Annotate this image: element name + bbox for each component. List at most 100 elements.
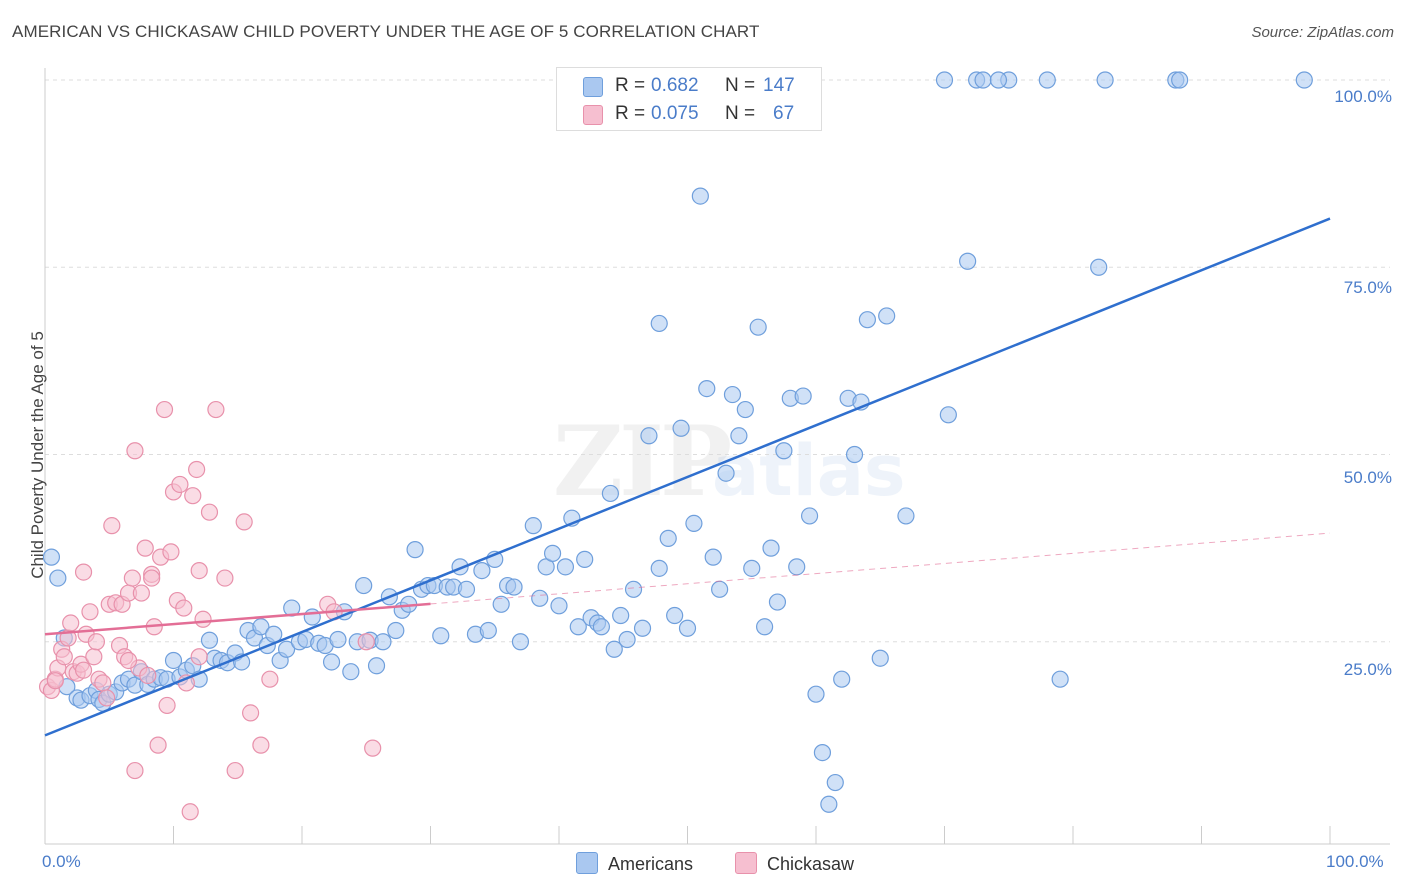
americans-point-82 <box>576 550 594 568</box>
americans-point-136 <box>974 71 992 89</box>
americans-point-141 <box>989 71 1008 89</box>
americans-point-131 <box>1051 670 1069 688</box>
americans-point-119 <box>820 795 838 813</box>
americans-point-105 <box>730 427 748 445</box>
americans-point-110 <box>762 539 780 557</box>
americans-point-103 <box>717 464 735 482</box>
chickasaw-r-value: 0.075 <box>651 103 699 124</box>
americans-point-91 <box>633 619 652 637</box>
y-tick-75: 75.0% <box>1343 278 1392 297</box>
americans-point-51 <box>367 657 386 675</box>
americans-point-33 <box>252 618 270 636</box>
americans-point-57 <box>406 541 424 559</box>
chickasaw-point-14 <box>85 648 103 666</box>
americans-point-109 <box>755 618 774 636</box>
chart-source: Source: ZipAtlas.com <box>1251 24 1394 41</box>
americans-point-112 <box>775 442 793 460</box>
americans-point-20 <box>164 651 183 670</box>
americans-point-37 <box>277 640 296 658</box>
chickasaw-swatch <box>583 105 603 125</box>
americans-point-130 <box>959 252 977 270</box>
chickasaw-point-47 <box>190 561 208 580</box>
americans-point-116 <box>800 507 819 525</box>
chickasaw-point-61 <box>126 442 144 460</box>
chart-title: AMERICAN VS CHICKASAW CHILD POVERTY UNDE… <box>12 22 760 41</box>
chickasaw-point-64 <box>119 651 138 670</box>
americans-point-117 <box>807 685 825 703</box>
americans-point-140 <box>1171 71 1189 89</box>
americans-point-90 <box>624 580 643 598</box>
x-tick-100: 100.0% <box>1326 852 1384 871</box>
chickasaw-point-15 <box>87 633 106 651</box>
americans-point-78 <box>550 597 568 615</box>
chickasaw-point-44 <box>181 803 199 821</box>
americans-point-121 <box>833 670 851 688</box>
chickasaw-point-51 <box>216 569 234 587</box>
americans-point-94 <box>659 529 677 547</box>
americans-point-125 <box>858 311 877 329</box>
stats-row-americans: R = 0.682 N = 147 <box>557 71 821 101</box>
americans-point-139 <box>1096 71 1114 89</box>
chickasaw-point-60 <box>364 739 382 757</box>
y-tick-25: 25.0% <box>1343 660 1392 679</box>
americans-point-120 <box>826 773 844 792</box>
americans-point-104 <box>723 385 742 404</box>
americans-point-65 <box>457 580 476 598</box>
americans-point-77 <box>543 544 562 562</box>
americans-point-101 <box>704 548 722 566</box>
americans-point-114 <box>788 558 806 576</box>
americans-point-44 <box>322 653 341 671</box>
americans-point-70 <box>492 595 510 613</box>
americans-point-123 <box>845 445 864 464</box>
americans-point-47 <box>342 663 360 681</box>
americans-point-74 <box>524 517 542 535</box>
americans-r-value: 0.682 <box>651 75 699 96</box>
americans-point-100 <box>698 379 716 398</box>
chickasaw-point-59 <box>357 633 375 651</box>
americans-point-99 <box>691 187 709 205</box>
americans-point-75 <box>531 589 549 607</box>
chickasaw-point-48 <box>194 610 212 628</box>
chickasaw-n-value: 67 <box>773 103 795 124</box>
americans-point-81 <box>569 618 587 636</box>
americans-swatch <box>583 77 603 97</box>
americans-point-95 <box>666 606 684 625</box>
stats-row-chickasaw: R = 0.075 N = 67 <box>557 99 821 129</box>
americans-point-41 <box>303 608 321 626</box>
chickasaw-point-34 <box>149 736 167 754</box>
americans-point-106 <box>736 400 754 419</box>
chickasaw-point-13 <box>81 603 99 621</box>
chickasaw-point-7 <box>62 614 80 632</box>
americans-trend-line <box>44 217 1331 737</box>
y-tick-50: 50.0% <box>1343 468 1392 487</box>
americans-r-label: R = <box>615 75 646 96</box>
americans-point-87 <box>605 640 623 658</box>
chickasaw-point-38 <box>162 543 180 561</box>
chickasaw-n-label: N = <box>725 103 756 124</box>
americans-point-127 <box>878 307 896 325</box>
americans-point-97 <box>678 619 697 637</box>
chickasaw-point-50 <box>207 400 225 419</box>
chickasaw-point-63 <box>74 661 93 679</box>
americans-point-96 <box>672 419 690 437</box>
chickasaw-point-49 <box>200 503 219 521</box>
americans-n-label: N = <box>725 75 756 96</box>
americans-point-52 <box>374 633 392 651</box>
americans-point-115 <box>794 387 812 405</box>
americans-point-128 <box>897 507 915 525</box>
americans-point-54 <box>387 621 405 640</box>
chickasaw-point-42 <box>175 599 193 617</box>
chickasaw-point-66 <box>46 672 64 690</box>
americans-point-150 <box>650 314 668 333</box>
americans-point-107 <box>743 559 761 577</box>
legend-swatch-americans <box>576 852 598 874</box>
americans-point-45 <box>329 630 347 649</box>
americans-point-86 <box>601 484 620 503</box>
americans-point-68 <box>479 621 497 640</box>
americans-point-92 <box>640 427 658 445</box>
legend-swatch-chickasaw <box>735 852 757 874</box>
americans-point-89 <box>618 630 636 649</box>
chickasaw-point-5 <box>55 648 73 666</box>
chickasaw-point-27 <box>126 761 144 780</box>
